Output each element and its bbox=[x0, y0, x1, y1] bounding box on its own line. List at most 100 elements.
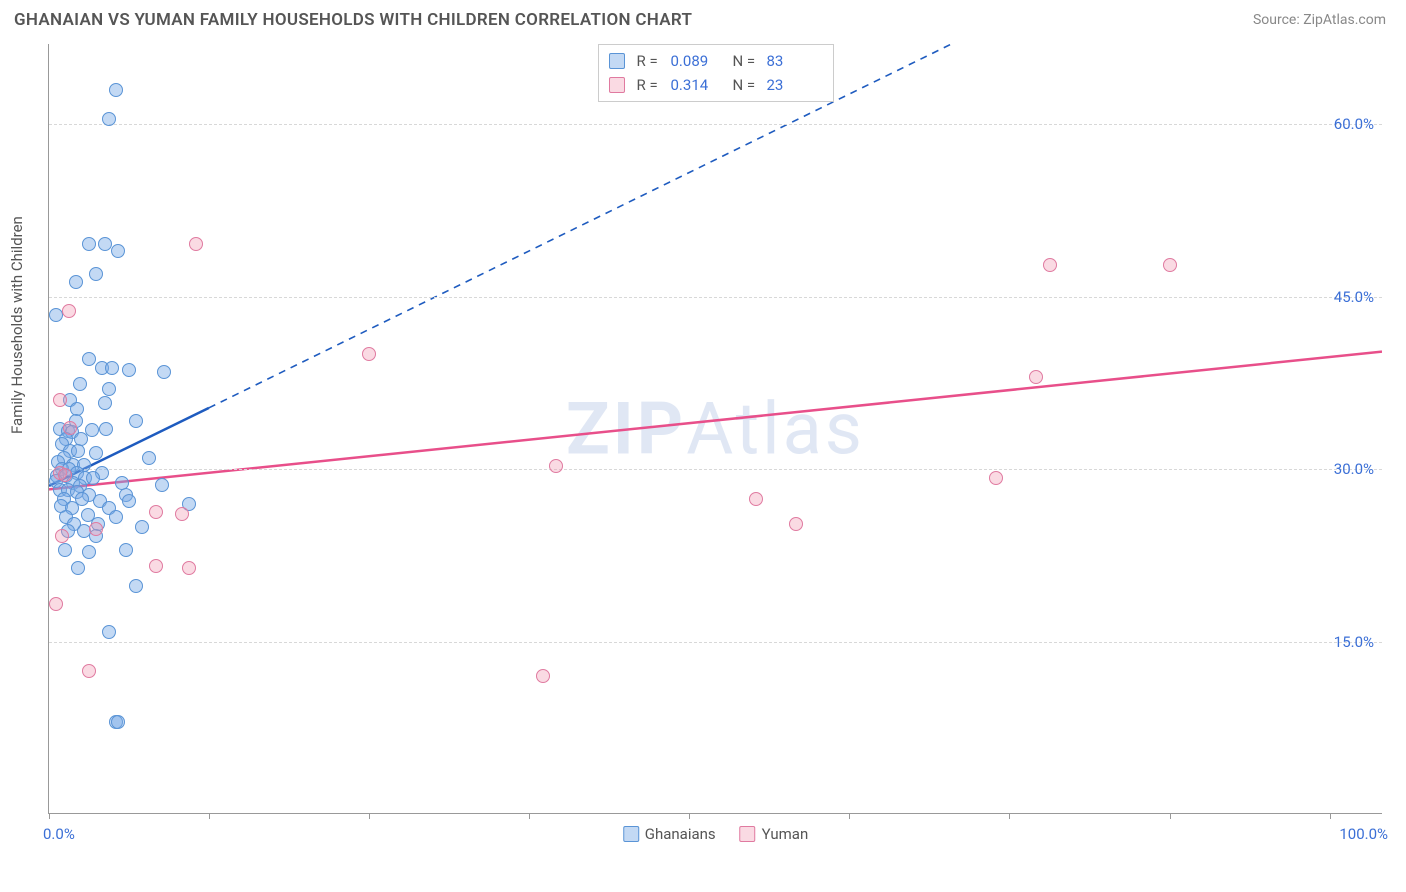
stats-legend-box: R =0.089N =83R =0.314N =23 bbox=[598, 44, 834, 102]
scatter-point bbox=[82, 664, 96, 678]
watermark-bold: ZIP bbox=[566, 386, 686, 471]
stats-r-label: R = bbox=[637, 49, 665, 73]
chart-container: GHANAIAN VS YUMAN FAMILY HOUSEHOLDS WITH… bbox=[0, 0, 1406, 892]
source-label: Source: ZipAtlas.com bbox=[1253, 12, 1386, 28]
gridline bbox=[49, 642, 1382, 643]
scatter-point bbox=[49, 597, 63, 611]
scatter-point bbox=[62, 304, 76, 318]
scatter-point bbox=[109, 510, 123, 524]
scatter-point bbox=[149, 559, 163, 573]
y-tick-label: 30.0% bbox=[1334, 460, 1374, 478]
scatter-point bbox=[175, 507, 189, 521]
x-tick bbox=[1330, 813, 1331, 819]
x-axis-max-label: 100.0% bbox=[1339, 825, 1388, 843]
scatter-point bbox=[98, 237, 112, 251]
bottom-legend: Ghanaians Yuman bbox=[623, 825, 809, 843]
y-tick-label: 60.0% bbox=[1334, 115, 1374, 133]
scatter-point bbox=[69, 275, 83, 289]
scatter-point bbox=[1029, 370, 1043, 384]
stats-n-value: 23 bbox=[767, 73, 823, 97]
stats-n-value: 83 bbox=[767, 49, 823, 73]
scatter-point bbox=[142, 451, 156, 465]
scatter-point bbox=[1043, 258, 1057, 272]
gridline bbox=[49, 124, 1382, 125]
scatter-point bbox=[989, 471, 1003, 485]
scatter-point bbox=[105, 361, 119, 375]
scatter-point bbox=[155, 478, 169, 492]
scatter-point bbox=[119, 543, 133, 557]
x-tick bbox=[1170, 813, 1171, 819]
scatter-point bbox=[536, 669, 550, 683]
scatter-point bbox=[182, 561, 196, 575]
scatter-point bbox=[82, 352, 96, 366]
x-tick bbox=[209, 813, 210, 819]
legend-label: Ghanaians bbox=[645, 825, 716, 843]
x-tick bbox=[369, 813, 370, 819]
y-tick-label: 45.0% bbox=[1334, 288, 1374, 306]
gridline bbox=[49, 469, 1382, 470]
stats-row: R =0.089N =83 bbox=[609, 49, 823, 73]
scatter-point bbox=[129, 579, 143, 593]
scatter-point bbox=[789, 517, 803, 531]
scatter-point bbox=[99, 422, 113, 436]
x-axis-min-label: 0.0% bbox=[43, 825, 75, 843]
legend-swatch bbox=[609, 77, 625, 93]
y-tick-label: 15.0% bbox=[1334, 633, 1374, 651]
scatter-point bbox=[362, 347, 376, 361]
stats-n-label: N = bbox=[733, 49, 761, 73]
stats-row: R =0.314N =23 bbox=[609, 73, 823, 97]
scatter-point bbox=[89, 522, 103, 536]
scatter-point bbox=[89, 446, 103, 460]
x-tick bbox=[49, 813, 50, 819]
scatter-point bbox=[111, 244, 125, 258]
stats-n-label: N = bbox=[733, 73, 761, 97]
chart-wrap: Family Households with Children ZIPAtlas… bbox=[14, 44, 1392, 878]
stats-r-label: R = bbox=[637, 73, 665, 97]
scatter-point bbox=[73, 377, 87, 391]
chart-title: GHANAIAN VS YUMAN FAMILY HOUSEHOLDS WITH… bbox=[14, 10, 692, 30]
watermark: ZIPAtlas bbox=[566, 386, 865, 471]
legend-item: Yuman bbox=[740, 825, 809, 843]
scatter-point bbox=[122, 494, 136, 508]
x-tick bbox=[529, 813, 530, 819]
plot-area: ZIPAtlas R =0.089N =83R =0.314N =23 0.0%… bbox=[48, 44, 1382, 814]
scatter-point bbox=[129, 414, 143, 428]
scatter-point bbox=[58, 543, 72, 557]
legend-swatch bbox=[609, 53, 625, 69]
x-tick bbox=[1009, 813, 1010, 819]
scatter-point bbox=[189, 237, 203, 251]
scatter-point bbox=[58, 468, 72, 482]
scatter-point bbox=[111, 715, 125, 729]
stats-r-value: 0.314 bbox=[671, 73, 727, 97]
x-tick bbox=[689, 813, 690, 819]
watermark-light: Atlas bbox=[686, 386, 865, 471]
title-row: GHANAIAN VS YUMAN FAMILY HOUSEHOLDS WITH… bbox=[0, 0, 1406, 30]
legend-swatch bbox=[740, 826, 756, 842]
legend-item: Ghanaians bbox=[623, 825, 716, 843]
scatter-point bbox=[109, 83, 123, 97]
scatter-point bbox=[86, 471, 100, 485]
scatter-point bbox=[122, 363, 136, 377]
scatter-point bbox=[157, 365, 171, 379]
scatter-point bbox=[71, 561, 85, 575]
stats-r-value: 0.089 bbox=[671, 49, 727, 73]
y-axis-label: Family Households with Children bbox=[8, 216, 26, 434]
trend-lines bbox=[49, 44, 1382, 813]
scatter-point bbox=[82, 237, 96, 251]
scatter-point bbox=[102, 112, 116, 126]
scatter-point bbox=[49, 308, 63, 322]
scatter-point bbox=[149, 505, 163, 519]
scatter-point bbox=[89, 267, 103, 281]
x-tick bbox=[849, 813, 850, 819]
scatter-point bbox=[549, 459, 563, 473]
scatter-point bbox=[53, 393, 67, 407]
legend-swatch bbox=[623, 826, 639, 842]
gridline bbox=[49, 297, 1382, 298]
legend-label: Yuman bbox=[762, 825, 809, 843]
scatter-point bbox=[1163, 258, 1177, 272]
scatter-point bbox=[55, 529, 69, 543]
scatter-point bbox=[63, 421, 77, 435]
scatter-point bbox=[749, 492, 763, 506]
scatter-point bbox=[98, 396, 112, 410]
scatter-point bbox=[135, 520, 149, 534]
